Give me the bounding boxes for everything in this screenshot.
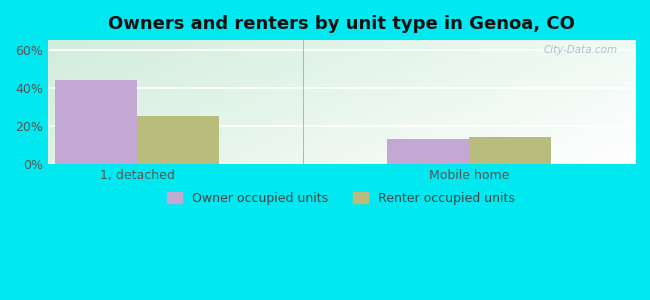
Bar bbox=[137, 116, 219, 164]
Text: City-Data.com: City-Data.com bbox=[543, 45, 618, 55]
Bar bbox=[469, 137, 551, 164]
Title: Owners and renters by unit type in Genoa, CO: Owners and renters by unit type in Genoa… bbox=[108, 15, 575, 33]
Legend: Owner occupied units, Renter occupied units: Owner occupied units, Renter occupied un… bbox=[162, 187, 521, 210]
Bar bbox=[55, 80, 137, 164]
Bar bbox=[387, 140, 469, 164]
